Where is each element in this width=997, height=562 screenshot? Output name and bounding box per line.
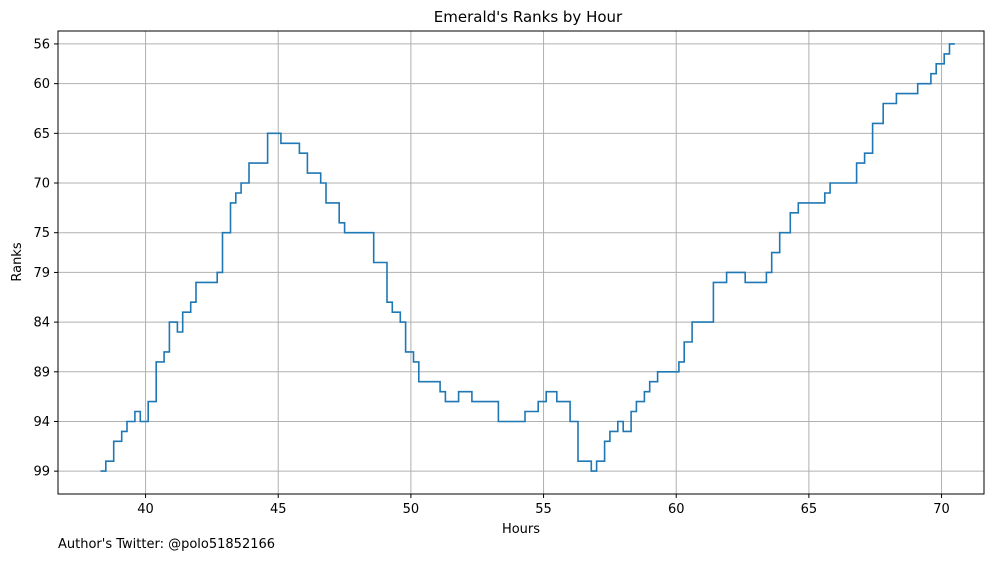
y-tick-label: 65 (33, 127, 50, 142)
plot-frame (57, 30, 985, 495)
chart-title: Emerald's Ranks by Hour (434, 8, 623, 26)
y-tick-label: 94 (33, 415, 50, 430)
x-axis-label: Hours (502, 522, 540, 537)
y-tick-label: 79 (33, 266, 50, 281)
y-axis-label: Ranks (10, 242, 25, 281)
x-tick-label: 40 (137, 502, 154, 517)
series-layer (100, 43, 955, 472)
y-tick-label: 56 (33, 37, 50, 52)
y-tick-label: 89 (33, 365, 50, 380)
y-axis-ticks: 56 60 65 70 75 79 84 89 94 99 (33, 37, 58, 480)
x-tick-label: 65 (801, 502, 818, 517)
x-tick-label: 50 (403, 502, 420, 517)
y-tick-label: 84 (33, 316, 50, 331)
grid-lines (58, 31, 984, 494)
x-tick-label: 45 (270, 502, 287, 517)
y-tick-label: 75 (33, 226, 50, 241)
x-tick-label: 55 (535, 502, 552, 517)
y-tick-label: 99 (33, 465, 50, 480)
rank-step-line (100, 43, 955, 472)
x-axis-ticks: 40 45 50 55 60 65 70 (137, 494, 950, 517)
x-tick-label: 70 (933, 502, 950, 517)
x-tick-label: 60 (668, 502, 685, 517)
author-credit: Author's Twitter: @polo51852166 (58, 537, 276, 552)
y-tick-label: 60 (33, 77, 50, 92)
y-tick-label: 70 (33, 177, 50, 192)
